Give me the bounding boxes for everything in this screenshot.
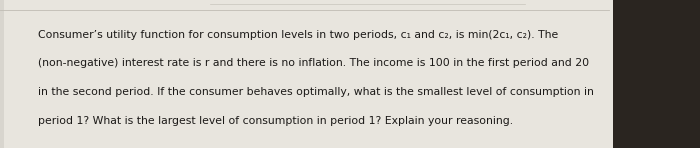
- FancyBboxPatch shape: [4, 0, 612, 148]
- Text: in the second period. If the consumer behaves optimally, what is the smallest le: in the second period. If the consumer be…: [38, 87, 594, 97]
- Text: (non-negative) interest rate is r and there is no inflation. The income is 100 i: (non-negative) interest rate is r and th…: [38, 58, 589, 69]
- FancyBboxPatch shape: [574, 0, 700, 148]
- Text: Consumer’s utility function for consumption levels in two periods, c₁ and c₂, is: Consumer’s utility function for consumpt…: [38, 30, 559, 40]
- Text: period 1? What is the largest level of consumption in period 1? Explain your rea: period 1? What is the largest level of c…: [38, 116, 514, 126]
